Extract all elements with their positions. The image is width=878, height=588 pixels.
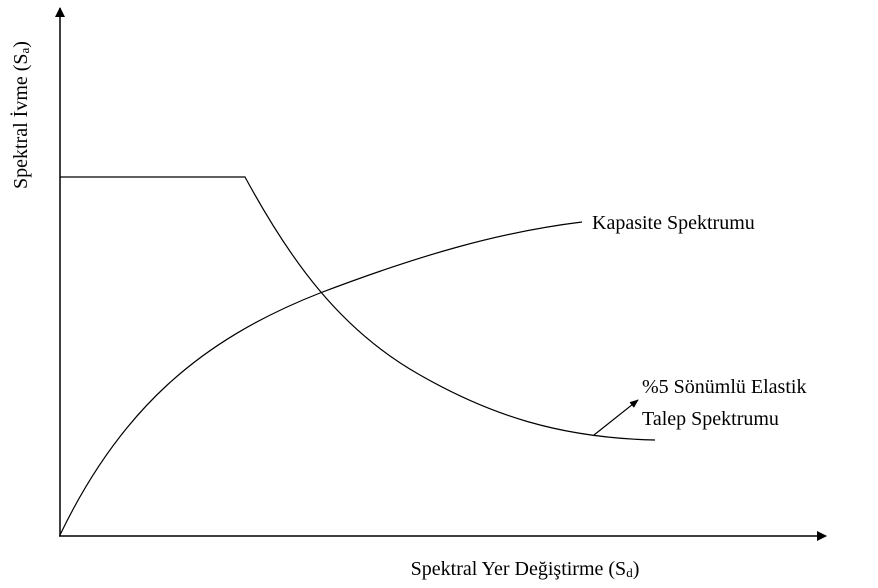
y-axis-label-close: ) xyxy=(10,41,32,48)
demand-label: Talep Spektrumu xyxy=(642,408,779,430)
x-axis-label-text: Spektral Yer Değiştirme (S xyxy=(411,558,627,580)
y-axis-label: Spektral İvme (Sa) xyxy=(9,41,32,189)
x-axis-label-sub: d xyxy=(626,565,633,580)
x-axis-label: Spektral Yer Değiştirme (Sd) xyxy=(411,558,640,580)
demand-pointer xyxy=(593,399,639,436)
y-axis-label-sub: a xyxy=(17,47,32,53)
capacity-label: Kapasite Spektrumu xyxy=(592,212,755,234)
capacity-curve xyxy=(59,221,583,536)
demand-label: %5 Sönümlü Elastik xyxy=(642,376,806,398)
y-axis-label-text: Spektral İvme (S xyxy=(9,53,32,189)
demand-curve xyxy=(60,176,656,441)
x-axis-label-close: ) xyxy=(633,558,640,580)
